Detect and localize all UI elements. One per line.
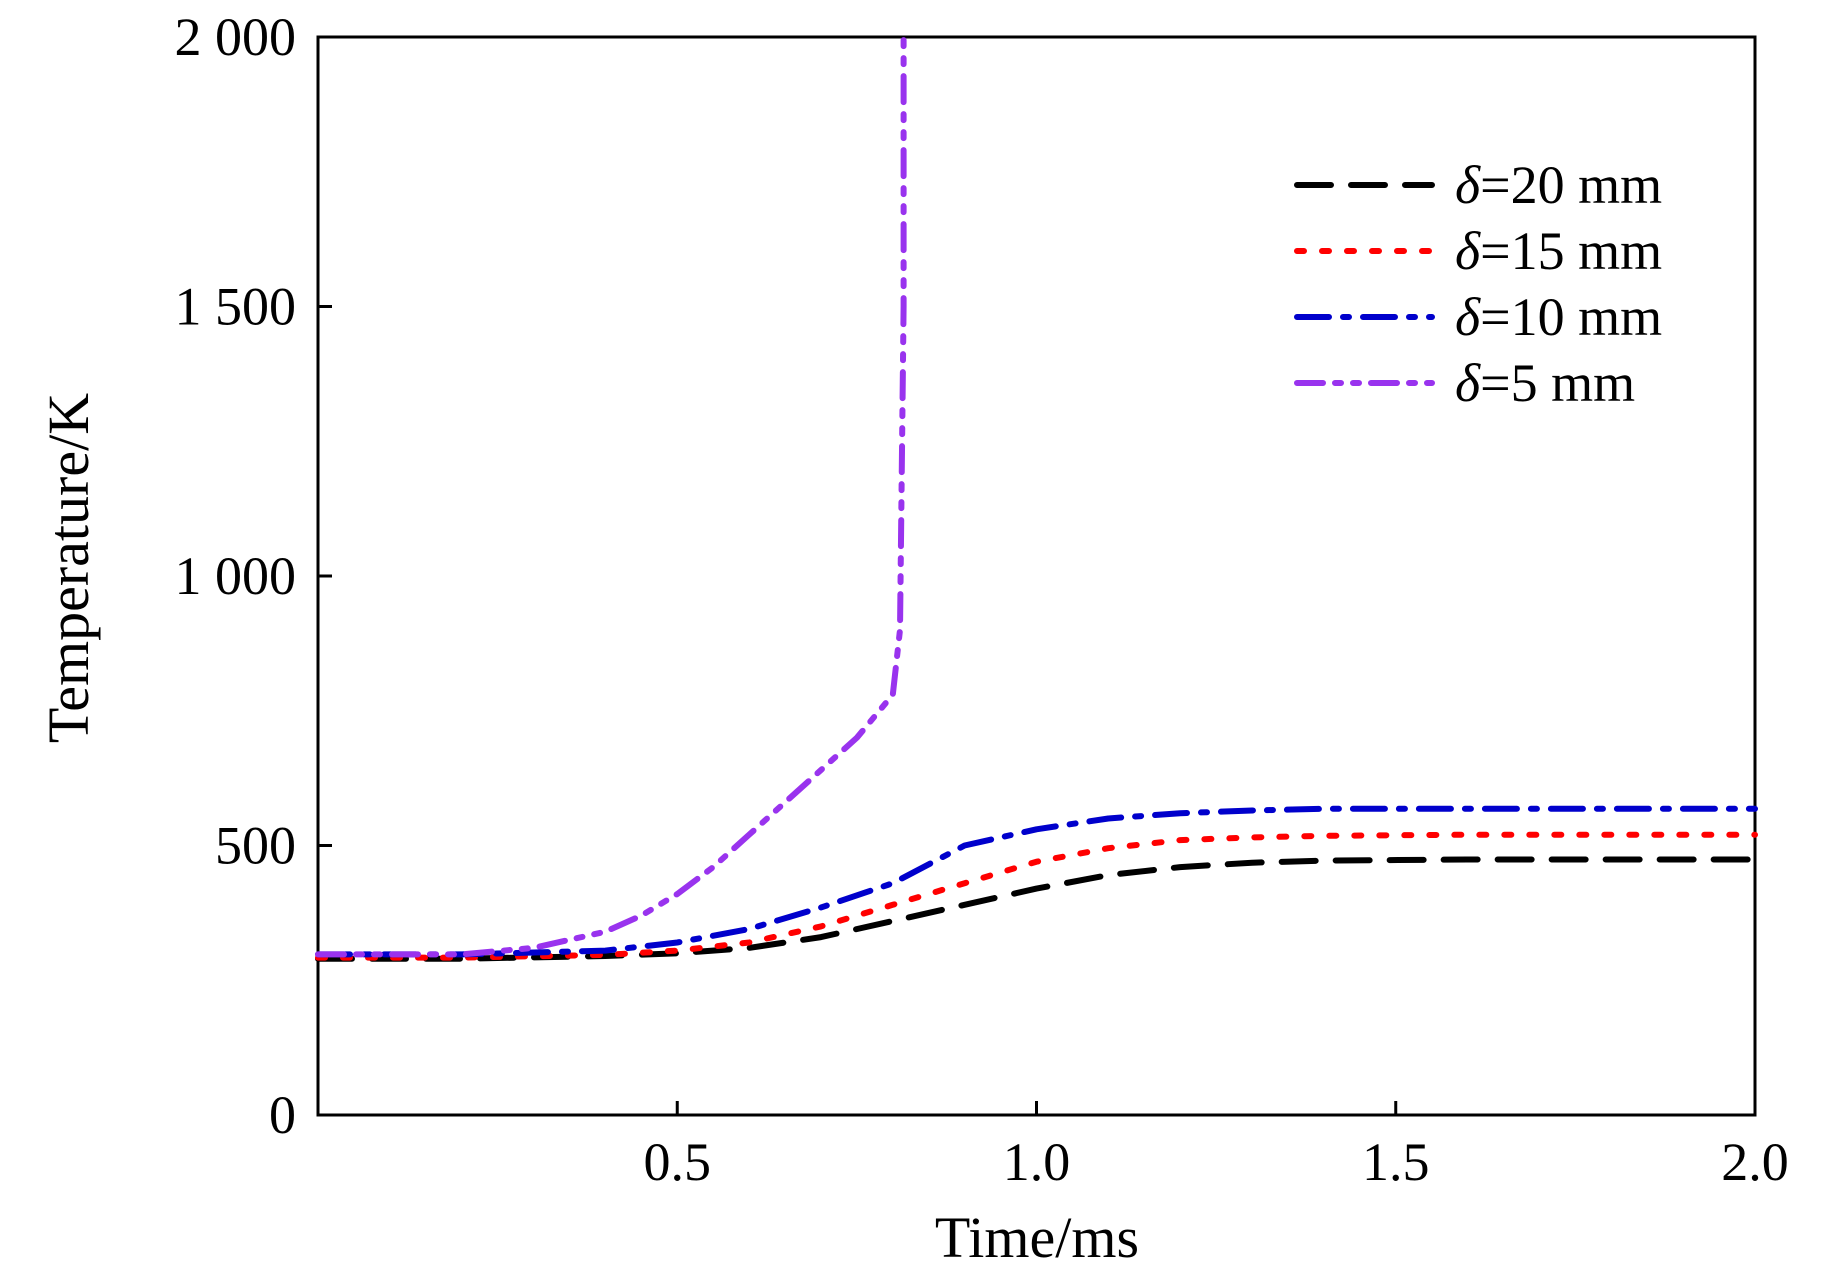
series-line-1 (315, 856, 1758, 962)
legend-delta-symbol: δ (1455, 155, 1481, 215)
legend-label-2: δ=15 mm (1455, 221, 1662, 281)
y-tick-label: 2 000 (175, 7, 297, 67)
axes-layer: 0.5 1.0 1.5 2.0 0 500 1 000 1 500 2 000 (175, 7, 1789, 1192)
legend-value: =20 mm (1480, 155, 1662, 215)
legend-value: =5 mm (1480, 353, 1635, 413)
x-axis-title: Time/ms (935, 1205, 1139, 1270)
y-tick-label: 1 000 (175, 546, 297, 606)
legend-delta-symbol: δ (1455, 353, 1481, 413)
series-line-4 (315, 34, 907, 958)
series-line-3 (315, 805, 1758, 958)
legend-label-3: δ=10 mm (1455, 287, 1662, 347)
legend-value: =15 mm (1480, 221, 1662, 281)
y-axis-title: Temperature/K (36, 393, 101, 743)
x-tick-label: 0.5 (644, 1132, 712, 1192)
y-tick-label: 500 (215, 816, 296, 876)
y-tick-label: 0 (269, 1085, 296, 1145)
legend-label-1: δ=20 mm (1455, 155, 1662, 215)
y-tick-label: 1 500 (175, 277, 297, 337)
legend-delta-symbol: δ (1455, 287, 1481, 347)
x-tick-label: 1.0 (1003, 1132, 1071, 1192)
legend-value: =10 mm (1480, 287, 1662, 347)
legend-label-4: δ=5 mm (1455, 353, 1635, 413)
legend: δ=20 mmδ=15 mmδ=10 mmδ=5 mm (1294, 155, 1662, 413)
series-line-2 (315, 831, 1758, 961)
legend-delta-symbol: δ (1455, 221, 1481, 281)
x-tick-label: 2.0 (1721, 1132, 1789, 1192)
x-tick-label: 1.5 (1362, 1132, 1430, 1192)
series-layer (315, 34, 1758, 962)
